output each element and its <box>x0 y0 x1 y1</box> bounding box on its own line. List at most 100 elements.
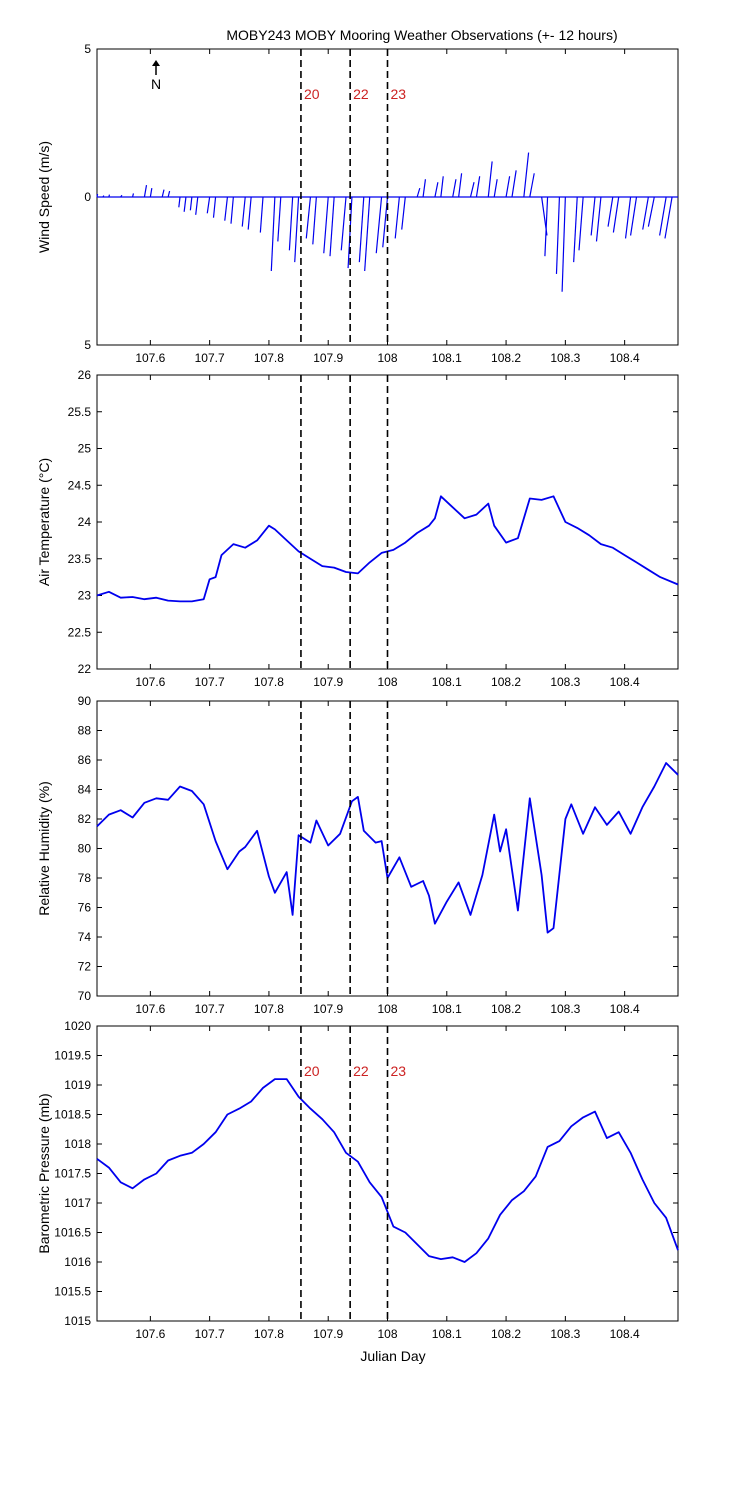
wind-stick <box>475 176 481 198</box>
wind-stick <box>212 196 217 218</box>
x-tick-label: 108.2 <box>491 1002 521 1016</box>
series-line <box>96 495 679 603</box>
x-tick-label: 108.2 <box>491 675 521 689</box>
x-tick-label: 107.9 <box>313 1002 343 1016</box>
wind-stick <box>595 196 602 242</box>
x-tick-label: 107.7 <box>195 1002 225 1016</box>
event-marker-label: 22 <box>353 86 369 102</box>
wind-stick <box>629 196 638 236</box>
x-tick-label: 108.2 <box>491 1327 521 1341</box>
x-tick-label: 107.8 <box>254 1327 284 1341</box>
wind-stick <box>544 196 549 257</box>
x-tick-label: 108.4 <box>610 675 640 689</box>
wind-stick <box>659 196 667 236</box>
wind-stick <box>277 196 282 242</box>
x-tick-label: 107.6 <box>135 351 165 365</box>
wind-stick <box>195 196 199 215</box>
y-tick-label: 1017 <box>64 1196 91 1210</box>
wind-stick <box>523 152 530 198</box>
wind-stick <box>206 196 211 214</box>
wind-stick <box>96 193 99 198</box>
y-tick-label: 1016.5 <box>54 1226 91 1240</box>
y-tick-label: 78 <box>78 871 92 885</box>
wind-stick <box>149 188 153 198</box>
event-marker-label: 22 <box>353 1063 369 1079</box>
wind-stick <box>178 196 181 208</box>
y-tick-label: 88 <box>78 724 92 738</box>
wind-stick <box>607 196 614 227</box>
wind-stick <box>401 196 406 230</box>
y-tick-label: 24.5 <box>68 478 92 492</box>
wind-stick <box>612 196 620 233</box>
y-tick-label: 0 <box>84 190 91 204</box>
x-tick-label: 107.9 <box>313 1327 343 1341</box>
y-tick-label: 70 <box>78 989 92 1003</box>
y-tick-label: 1020 <box>64 1019 91 1033</box>
event-marker-label: 23 <box>391 86 407 102</box>
x-tick-label: 108.4 <box>610 1327 640 1341</box>
y-tick-label: 90 <box>78 694 92 708</box>
wind-stick <box>247 196 252 230</box>
y-tick-label: 84 <box>78 783 92 797</box>
y-tick-label: 26 <box>78 368 92 382</box>
y-tick-label: 82 <box>78 812 92 826</box>
x-tick-label: 108 <box>377 1327 397 1341</box>
wind-stick <box>270 196 276 272</box>
y-tick-label: 5 <box>84 42 91 56</box>
wind-stick <box>183 196 187 212</box>
wind-stick <box>230 196 234 224</box>
wind-stick <box>440 176 444 198</box>
wind-stick <box>340 196 347 251</box>
wind-stick <box>224 196 229 221</box>
x-tick-label: 107.7 <box>195 675 225 689</box>
wind-stick <box>493 179 498 198</box>
x-tick-label: 108 <box>377 351 397 365</box>
wind-stick <box>624 196 632 239</box>
wind-stick <box>375 196 383 254</box>
x-tick-label: 107.9 <box>313 675 343 689</box>
wind-stick <box>161 189 165 198</box>
y-axis-label: Air Temperature (°C) <box>36 458 52 586</box>
y-tick-label: 1019.5 <box>54 1049 91 1063</box>
wind-stick <box>305 196 312 239</box>
wind-stick <box>434 182 439 198</box>
wind-stick <box>329 196 335 257</box>
series-line <box>96 1078 679 1263</box>
x-tick-label: 108 <box>377 1002 397 1016</box>
y-tick-label: 5 <box>84 338 91 352</box>
panel-2: 22 22.5 23 23.5 24 24.5 25 25.5 26 107.6 107.7 107.… <box>36 368 679 689</box>
wind-stick <box>416 187 421 198</box>
x-tick-label: 107.6 <box>135 1002 165 1016</box>
y-tick-label: 1016 <box>64 1255 91 1269</box>
wind-stick <box>555 196 561 274</box>
x-tick-label: 108.4 <box>610 1002 640 1016</box>
panel-3: 70 72 74 76 78 80 82 84 86 88 90 107.6 107.7 107.8 107… <box>36 694 679 1016</box>
wind-stick <box>364 196 371 272</box>
wind-stick <box>458 173 463 198</box>
x-tick-label: 108.3 <box>550 351 580 365</box>
x-tick-label: 107.9 <box>313 351 343 365</box>
y-tick-label: 25.5 <box>68 405 92 419</box>
north-arrow-label: N <box>151 76 161 92</box>
x-tick-label: 108.3 <box>550 1002 580 1016</box>
y-tick-label: 86 <box>78 753 92 767</box>
y-tick-label: 1015.5 <box>54 1285 91 1299</box>
x-tick-label: 107.8 <box>254 351 284 365</box>
x-tick-label: 107.7 <box>195 351 225 365</box>
wind-stick <box>323 196 329 254</box>
series-line <box>96 762 679 934</box>
y-axis-label: Wind Speed (m/s) <box>36 141 52 253</box>
x-tick-label: 107.6 <box>135 675 165 689</box>
y-tick-label: 80 <box>78 842 92 856</box>
wind-stick <box>590 196 596 236</box>
wind-stick <box>394 196 400 239</box>
y-tick-label: 22 <box>78 662 92 676</box>
wind-stick <box>647 196 655 227</box>
y-tick-label: 25 <box>78 442 92 456</box>
y-tick-label: 1018.5 <box>54 1108 91 1122</box>
x-tick-label: 108.4 <box>610 351 640 365</box>
wind-stick <box>573 196 578 263</box>
y-tick-label: 24 <box>78 515 92 529</box>
x-axis-label: Julian Day <box>360 1348 425 1364</box>
